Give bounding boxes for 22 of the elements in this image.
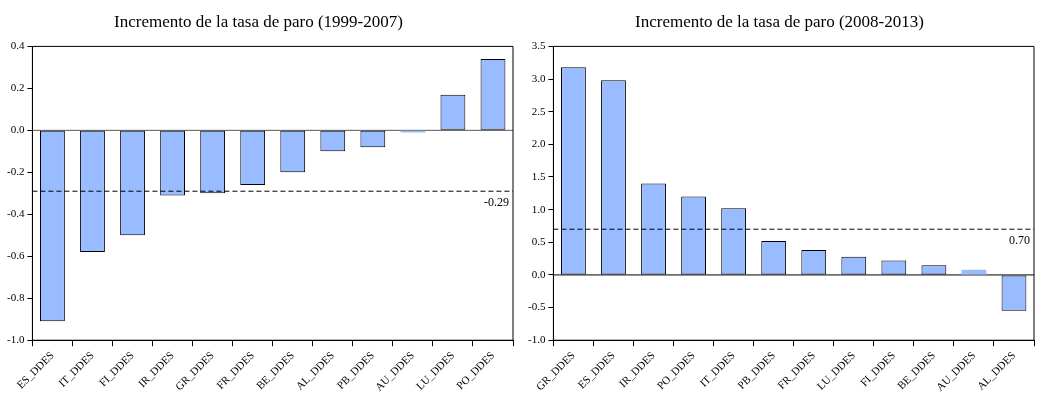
y-tick-label: 0.0 xyxy=(10,123,25,136)
chart-title: Incremento de la tasa de paro (1999-2007) xyxy=(114,11,403,31)
y-tick-label: -0.2 xyxy=(6,165,25,178)
ref-line-label: -0.29 xyxy=(484,195,509,210)
y-tick-label: -0.8 xyxy=(6,291,25,304)
y-tick-label: -0.4 xyxy=(6,207,25,220)
y-tick-label: 2.0 xyxy=(531,137,546,150)
y-tick-label: 0.5 xyxy=(531,235,546,248)
y-tick-label: -0.5 xyxy=(527,300,546,313)
y-tick-label: 2.5 xyxy=(531,104,546,117)
y-tick-label: 0.0 xyxy=(531,267,546,280)
y-tick-label: 3.5 xyxy=(531,39,546,52)
chart-title: Incremento de la tasa de paro (2008-2013) xyxy=(635,11,924,31)
ref-line-label: 0.70 xyxy=(1009,233,1030,248)
y-tick-label: 0.4 xyxy=(10,39,25,52)
y-tick-label: 0.2 xyxy=(10,81,25,94)
y-tick-label: 3.0 xyxy=(531,71,546,84)
y-tick-label: -1.0 xyxy=(527,333,546,346)
y-tick-label: -1.0 xyxy=(6,333,25,346)
y-tick-label: 1.0 xyxy=(531,202,546,215)
y-tick-label: 1.5 xyxy=(531,169,546,182)
y-tick-label: -0.6 xyxy=(6,249,25,262)
